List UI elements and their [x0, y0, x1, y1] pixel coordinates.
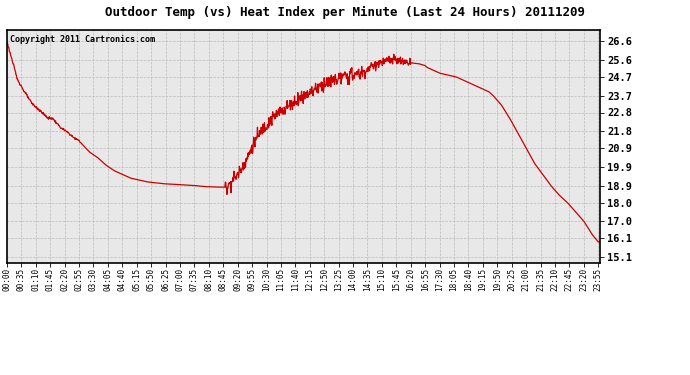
- Text: Outdoor Temp (vs) Heat Index per Minute (Last 24 Hours) 20111209: Outdoor Temp (vs) Heat Index per Minute …: [105, 6, 585, 19]
- Text: Copyright 2011 Cartronics.com: Copyright 2011 Cartronics.com: [10, 34, 155, 44]
